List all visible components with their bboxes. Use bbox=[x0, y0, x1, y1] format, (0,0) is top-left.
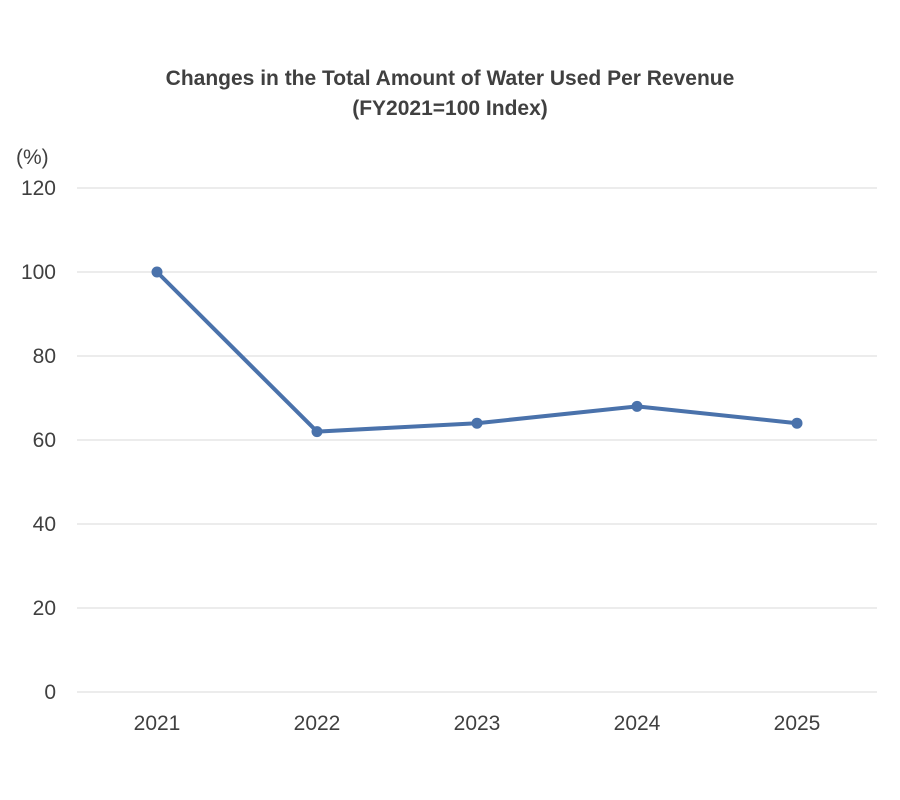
y-tick-label: 40 bbox=[33, 513, 56, 536]
x-tick-label: 2025 bbox=[774, 712, 821, 735]
series-line bbox=[155, 270, 799, 434]
x-tick-label: 2022 bbox=[294, 712, 341, 735]
series-layer bbox=[151, 266, 803, 438]
x-axis: 2021 2022 2023 2024 2025 bbox=[134, 712, 821, 735]
x-tick-label: 2024 bbox=[614, 712, 661, 735]
y-tick-label: 80 bbox=[33, 345, 56, 368]
data-point bbox=[151, 266, 163, 278]
data-point bbox=[471, 417, 483, 429]
y-axis: (%) 0 20 40 60 80 100 120 bbox=[16, 146, 56, 704]
y-tick-label: 100 bbox=[21, 261, 56, 284]
y-tick-label: 0 bbox=[44, 681, 56, 704]
data-point bbox=[791, 417, 803, 429]
data-point bbox=[631, 400, 643, 412]
gridlines bbox=[77, 187, 877, 693]
x-tick-label: 2023 bbox=[454, 712, 501, 735]
y-tick-label: 120 bbox=[21, 177, 56, 200]
chart-subtitle: (FY2021=100 Index) bbox=[352, 97, 548, 120]
y-tick-label: 20 bbox=[33, 597, 56, 620]
chart-title: Changes in the Total Amount of Water Use… bbox=[0, 64, 900, 124]
y-axis-unit-label: (%) bbox=[16, 146, 49, 169]
x-tick-label: 2021 bbox=[134, 712, 181, 735]
data-point bbox=[311, 426, 323, 438]
chart-title-main: Changes in the Total Amount of Water Use… bbox=[165, 67, 735, 90]
y-tick-label: 60 bbox=[33, 429, 56, 452]
